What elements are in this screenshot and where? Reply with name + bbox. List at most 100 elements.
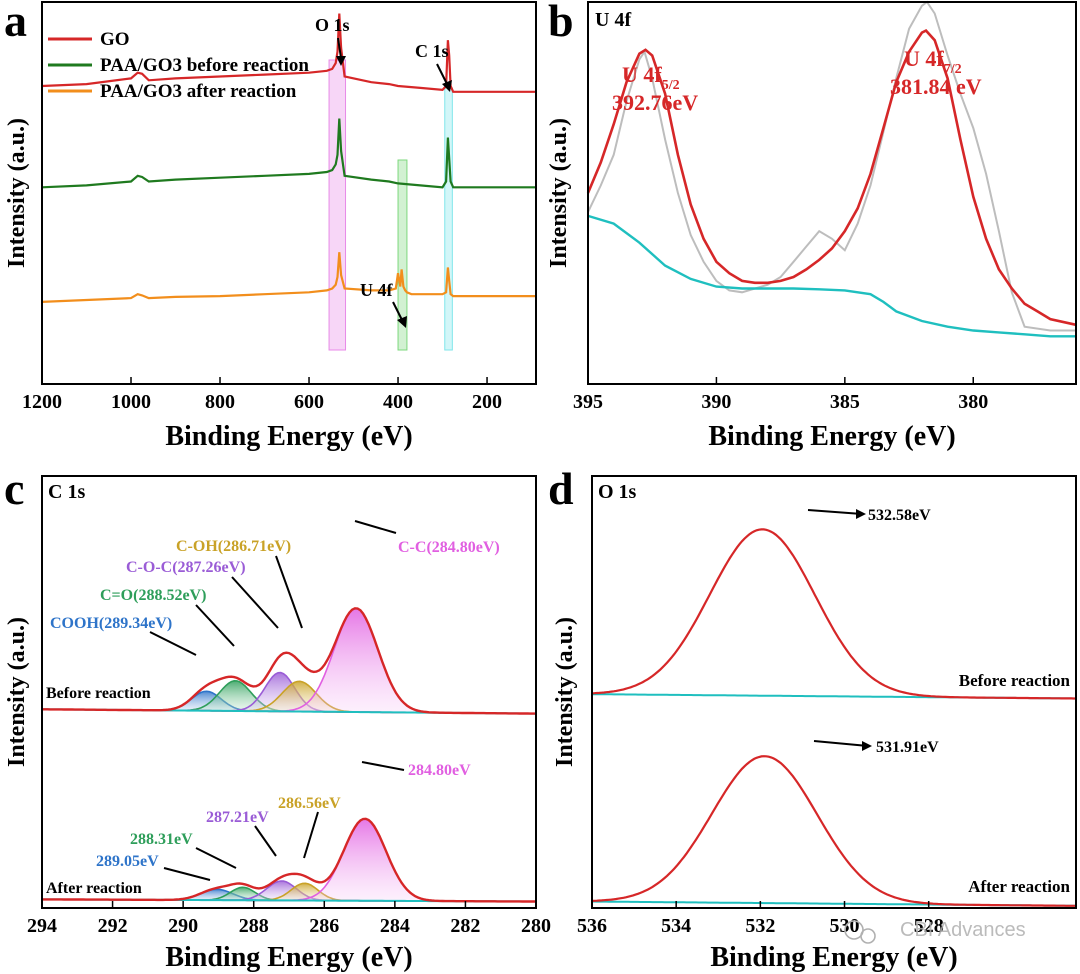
c-tick-label-5: 284: [380, 915, 410, 937]
b-tick-label-2: 385: [830, 391, 860, 413]
a-tick-label-5: 200: [472, 391, 502, 413]
label-coc-before: C-O-C(287.26eV): [126, 559, 246, 576]
watermark: CBI Advances: [900, 919, 1026, 941]
panel-d-before-label: Before reaction: [959, 671, 1071, 690]
arrow-d-after-head: [862, 741, 872, 751]
envelope-before: [42, 607, 536, 715]
panel-d-plot-area: [591, 528, 1076, 907]
peak-label-u4f52: U 4f5/2: [622, 62, 680, 93]
highlight-o1s: [328, 59, 347, 351]
envelope-after: [42, 817, 536, 903]
peak-label-u4f72: U 4f7/2: [904, 46, 962, 77]
d-tick-label-3: 530: [830, 915, 860, 937]
a-tick-label-0: 1200: [22, 391, 62, 413]
annotation-u4f-arrowhead: [397, 316, 407, 328]
label-cc-after: 284.80eV: [408, 762, 471, 779]
wechat-icon: [844, 920, 876, 944]
series-go: [41, 13, 536, 93]
panel-c-before-label: Before reaction: [46, 685, 151, 702]
arrow-d-before-head: [856, 509, 866, 519]
b-tick-label-3: 380: [958, 391, 988, 413]
legend-after: PAA/GO3 after reaction: [100, 81, 297, 102]
label-coh-after: 286.56eV: [278, 795, 341, 812]
c-tick-label-1: 292: [98, 915, 128, 937]
b-tick-label-0: 395: [573, 391, 603, 413]
panel-a-legend: GO PAA/GO3 before reaction PAA/GO3 after…: [48, 29, 309, 102]
fitted-envelope: [586, 29, 1077, 327]
panel-c-xlabel: Binding Energy (eV): [165, 942, 412, 973]
annotation-u4f: U 4f: [360, 280, 393, 300]
annotation-o1s-arrow: [337, 37, 342, 59]
panel-b: b U 4f U 4f5/2 392.76eV U 4f7/2 381.84 e…: [546, 0, 1077, 452]
highlight-c1s: [444, 87, 453, 351]
panel-d: d O 1s Before reaction After reaction 53…: [548, 463, 1077, 973]
panel-d-title: O 1s: [598, 481, 637, 503]
panel-d-peak-after: 531.91eV: [876, 739, 939, 756]
label-cc-before: C-C(284.80eV): [398, 539, 500, 556]
panel-d-xlabel: Binding Energy (eV): [710, 942, 957, 973]
label-coc-after: 287.21eV: [206, 809, 269, 826]
b-tick-label-1: 390: [701, 391, 731, 413]
annotation-c1s-arrowhead: [442, 80, 452, 92]
spectrum-o1s-before: [591, 528, 1076, 700]
peak-value-u4f52: 392.76eV: [612, 90, 698, 115]
panel-a: a GO PAA/GO3 before reaction PAA/GO3 aft…: [4, 0, 537, 452]
panel-b-x-ticks: 395 390 385 380: [573, 377, 988, 413]
arrow-co-before: [195, 604, 235, 647]
a-tick-label-2: 800: [205, 391, 235, 413]
c-tick-label-2: 290: [168, 915, 198, 937]
label-co-before: C=O(288.52eV): [100, 587, 206, 604]
panel-a-xlabel: Binding Energy (eV): [165, 421, 412, 452]
arrow-co-after: [195, 847, 237, 869]
arrow-cooh-before: [149, 631, 197, 656]
panel-d-x-ticks: 536 534 532 530 528: [577, 901, 944, 937]
c-tick-label-4: 286: [309, 915, 339, 937]
annotation-o1s-arrowhead: [336, 56, 346, 66]
annotation-u4f-arrow: [392, 301, 403, 321]
d-tick-label-0: 536: [577, 915, 607, 937]
label-co-after: 288.31eV: [130, 831, 193, 848]
legend-before: PAA/GO3 before reaction: [100, 55, 309, 76]
arrow-coh-after: [303, 811, 319, 859]
arrow-coc-after: [254, 825, 277, 857]
panel-a-ylabel: Intensity (a.u.): [4, 118, 30, 268]
raw-spectrum: [587, 0, 1076, 332]
label-coh-before: C-OH(286.71eV): [176, 538, 291, 555]
panel-c-frame: [41, 475, 537, 909]
panel-a-plot-area: [41, 13, 536, 351]
a-tick-label-4: 400: [383, 391, 413, 413]
label-cooh-before: COOH(289.34eV): [50, 615, 172, 632]
label-cooh-after: 289.05eV: [96, 853, 159, 870]
arrow-coc-before: [231, 576, 279, 629]
series-after: [41, 252, 536, 303]
panel-c-ylabel: Intensity (a.u.): [4, 617, 30, 767]
a-tick-label-3: 600: [294, 391, 324, 413]
arrow-cooh-after: [163, 867, 211, 881]
panel-a-letter: a: [4, 0, 27, 46]
annotation-o1s: O 1s: [315, 15, 350, 35]
panel-c-x-ticks: 294 292 290 288 286 284 282 280: [27, 901, 551, 937]
c-tick-label-7: 280: [521, 915, 551, 937]
panel-c-letter: c: [4, 463, 24, 514]
panel-d-after-label: After reaction: [968, 877, 1070, 896]
panel-b-plot-area: [586, 0, 1077, 338]
peak-value-u4f72: 381.84 eV: [890, 74, 982, 99]
c-tick-label-3: 288: [239, 915, 269, 937]
panel-c-after-label: After reaction: [46, 880, 142, 897]
d-tick-label-2: 532: [745, 915, 775, 937]
panel-c-plot-area: [42, 607, 536, 903]
arrow-d-after: [813, 740, 869, 747]
panel-c-component-labels: COOH(289.34eV) C=O(288.52eV) C-O-C(287.2…: [50, 538, 500, 870]
c-tick-label-6: 282: [450, 915, 480, 937]
a-tick-label-1: 1000: [111, 391, 151, 413]
background-line: [587, 214, 1076, 338]
c-tick-label-0: 294: [27, 915, 57, 937]
legend-go: GO: [100, 29, 130, 50]
d-tick-label-4: 528: [914, 915, 944, 937]
panel-a-annotations: O 1s C 1s U 4f: [315, 15, 452, 328]
panel-b-title: U 4f: [595, 9, 631, 31]
spectrum-o1s-after: [592, 755, 1076, 907]
annotation-c1s: C 1s: [415, 41, 449, 61]
panel-b-xlabel: Binding Energy (eV): [708, 421, 955, 452]
panel-c: c C 1s Before reaction After reaction CO…: [4, 463, 551, 973]
